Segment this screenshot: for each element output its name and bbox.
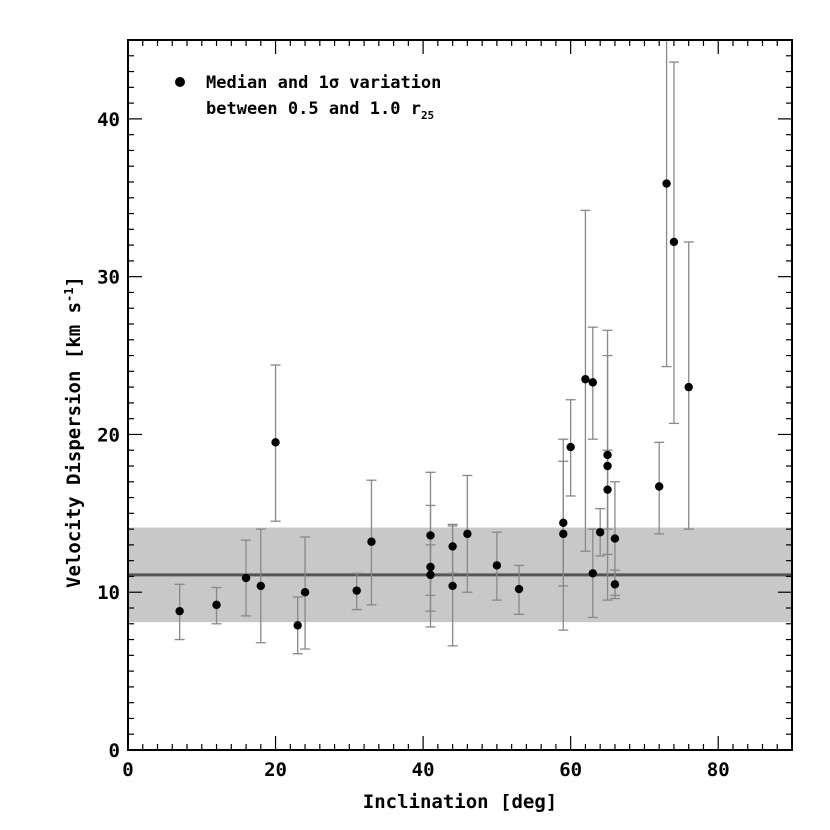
data-point — [256, 581, 265, 591]
x-tick-label: 20 — [264, 759, 287, 781]
legend-line-2-subscript: 25 — [421, 109, 434, 122]
data-point — [610, 534, 620, 543]
y-tick-label: 30 — [97, 267, 120, 289]
data-point — [448, 542, 457, 551]
data-point — [367, 537, 376, 546]
x-tick-label: 40 — [412, 759, 435, 781]
data-point — [241, 573, 251, 583]
data-point — [603, 461, 612, 471]
data-point — [212, 600, 221, 610]
data-point — [669, 237, 679, 247]
legend-line-2-text: between 0.5 and 1.0 r — [206, 99, 421, 119]
x-tick-label: 80 — [707, 759, 730, 781]
error-bar — [558, 460, 569, 631]
data-point — [293, 621, 302, 630]
legend-marker — [175, 77, 185, 87]
legend-line-1: Median and 1σ variation — [206, 73, 441, 93]
tick-label-layer: 0 20 40 60 80 0 10 20 30 40 — [97, 109, 730, 781]
data-point — [603, 450, 612, 460]
data-point — [492, 561, 502, 570]
data-point — [655, 482, 664, 491]
data-point — [559, 518, 568, 527]
y-tick-label: 20 — [97, 424, 120, 446]
data-point — [514, 584, 524, 594]
data-point — [588, 378, 597, 387]
y-tick-label: 40 — [97, 109, 120, 131]
error-bar — [661, 39, 672, 368]
legend-line-2: between 0.5 and 1.0 r25 — [206, 99, 434, 122]
data-point — [271, 438, 280, 447]
data-point-layer — [175, 179, 693, 630]
data-point — [559, 529, 568, 539]
data-point — [426, 531, 435, 540]
data-point — [175, 606, 184, 616]
data-point — [588, 569, 597, 578]
legend: Median and 1σ variation between 0.5 and … — [175, 73, 441, 122]
data-point — [610, 580, 620, 589]
data-point — [662, 179, 671, 188]
data-point — [463, 529, 472, 539]
data-point — [566, 442, 575, 452]
x-axis-label: Inclination [deg] — [363, 791, 557, 813]
tick-mark-layer — [127, 39, 793, 751]
x-tick-label: 0 — [122, 759, 133, 781]
data-point — [352, 586, 361, 595]
x-tick-label: 60 — [559, 759, 582, 781]
data-point — [426, 570, 435, 580]
data-point — [595, 528, 605, 537]
y-axis-label-superscript: -1 — [62, 288, 76, 302]
y-axis-label: Velocity Dispersion [km s-1] — [62, 276, 85, 588]
data-point — [684, 382, 693, 392]
sigma-band-layer — [128, 527, 792, 623]
y-axis-label-tail: ] — [63, 276, 85, 287]
data-point — [581, 375, 590, 384]
y-tick-label: 10 — [97, 582, 120, 604]
data-point — [448, 581, 457, 591]
y-tick-label: 0 — [109, 740, 120, 762]
data-point — [300, 588, 310, 597]
plot-frame — [127, 39, 793, 751]
y-axis-label-main: Velocity Dispersion [km s — [63, 302, 85, 588]
data-point — [426, 562, 435, 572]
data-point — [603, 485, 612, 494]
